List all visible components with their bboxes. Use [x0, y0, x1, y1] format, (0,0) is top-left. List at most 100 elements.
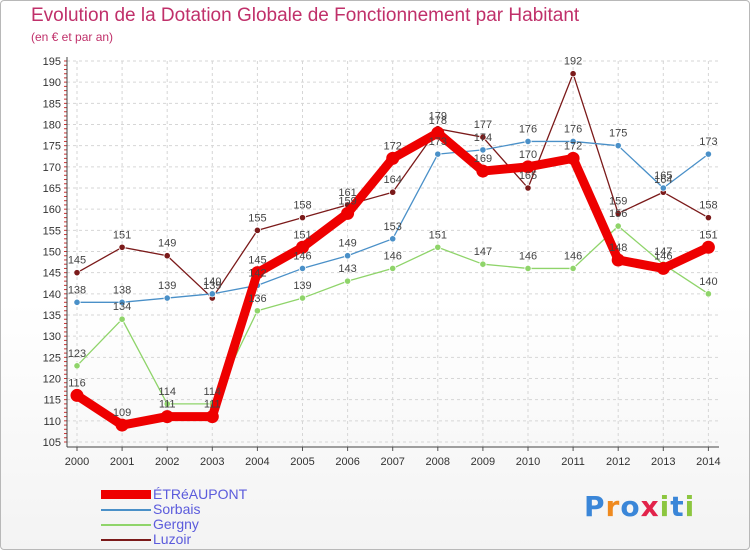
- y-tick-label: 165: [43, 183, 61, 195]
- data-label-sorbais: 142: [248, 267, 266, 279]
- data-label-traupont: 170: [519, 149, 537, 161]
- data-point-luzoir: [118, 243, 126, 251]
- data-point-sorbais: [524, 137, 532, 146]
- data-label-gergny: 123: [68, 348, 86, 360]
- data-label-gergny: 146: [384, 250, 402, 262]
- legend-swatch-etreaupont: [101, 490, 151, 499]
- data-point-sorbais: [208, 290, 216, 298]
- data-point-traupont: [701, 240, 715, 254]
- legend-label-sorbais: Sorbais: [153, 501, 201, 517]
- chart-subtitle: (en € et par an): [31, 30, 114, 44]
- y-tick-label: 140: [43, 289, 61, 301]
- legend-swatch-sorbais: [101, 509, 151, 511]
- data-label-traupont: 109: [113, 407, 131, 419]
- data-label-sorbais: 139: [158, 280, 176, 292]
- data-point-luzoir: [389, 188, 397, 196]
- proxiti-logo: Proxiti: [584, 490, 695, 523]
- y-tick-label: 180: [43, 120, 61, 132]
- data-point-sorbais: [704, 150, 713, 158]
- data-point-gergny: [614, 222, 622, 230]
- data-point-sorbais: [73, 298, 81, 306]
- y-tick-label: 125: [43, 352, 61, 364]
- x-tick-label: 2003: [200, 456, 224, 468]
- data-label-gergny: 146: [564, 250, 582, 262]
- data-point-traupont: [476, 164, 490, 178]
- data-point-gergny: [253, 307, 261, 315]
- data-point-gergny: [73, 362, 81, 370]
- data-label-traupont: 159: [338, 195, 356, 207]
- data-point-sorbais: [343, 252, 352, 260]
- data-point-traupont: [521, 160, 535, 174]
- data-label-traupont: 111: [204, 399, 221, 411]
- data-point-traupont: [566, 151, 580, 165]
- data-point-traupont: [160, 410, 174, 424]
- data-label-gergny: 139: [293, 280, 311, 292]
- data-label-traupont: 172: [384, 140, 402, 152]
- y-tick-label: 110: [43, 416, 61, 428]
- logo-letter: P: [584, 490, 606, 523]
- x-tick-label: 2007: [380, 456, 404, 468]
- data-label-luzoir: 139: [203, 280, 221, 292]
- data-point-sorbais: [163, 294, 171, 302]
- data-point-gergny: [569, 264, 577, 273]
- data-point-traupont: [205, 410, 219, 424]
- data-point-luzoir: [253, 226, 261, 234]
- data-label-sorbais: 153: [384, 221, 402, 233]
- data-label-gergny: 134: [113, 301, 131, 313]
- data-point-luzoir: [73, 269, 81, 277]
- data-label-luzoir: 164: [384, 174, 402, 186]
- data-point-gergny: [389, 264, 397, 273]
- data-point-traupont: [386, 151, 400, 165]
- data-label-sorbais: 176: [564, 123, 582, 135]
- y-tick-label: 160: [43, 204, 61, 216]
- data-label-sorbais: 176: [519, 123, 537, 135]
- data-point-luzoir: [524, 184, 532, 192]
- grid-lines: [67, 60, 719, 447]
- y-tick-label: 155: [43, 225, 61, 237]
- data-label-gergny: 140: [699, 276, 717, 288]
- data-label-sorbais: 146: [293, 250, 311, 262]
- x-tick-label: 2012: [606, 456, 630, 468]
- data-point-gergny: [524, 264, 532, 273]
- data-point-gergny: [704, 290, 713, 298]
- y-tick-label: 185: [43, 98, 61, 110]
- data-label-sorbais: 174: [474, 132, 492, 144]
- data-point-sorbais: [118, 298, 126, 306]
- logo-letter: t: [670, 490, 685, 523]
- data-point-sorbais: [298, 264, 307, 273]
- y-tick-label: 150: [43, 247, 61, 259]
- series-lines: [70, 70, 715, 432]
- chart-title: Evolution de la Dotation Globale de Fonc…: [31, 5, 580, 26]
- data-label-gergny: 136: [248, 293, 266, 305]
- data-point-sorbais: [614, 142, 622, 150]
- data-point-sorbais: [479, 146, 487, 154]
- data-point-traupont: [250, 266, 264, 280]
- x-tick-label: 2001: [110, 456, 134, 468]
- data-label-gergny: 147: [654, 246, 672, 258]
- data-point-traupont: [431, 126, 445, 140]
- legend-label-etreaupont: ÉTRéAUPONT: [153, 486, 248, 502]
- data-label-traupont: 145: [248, 255, 266, 267]
- x-tick-label: 2010: [516, 456, 540, 468]
- x-tick-label: 2008: [426, 456, 450, 468]
- x-tick-label: 2009: [471, 456, 495, 468]
- data-label-luzoir: 158: [293, 200, 311, 212]
- data-point-sorbais: [389, 235, 397, 243]
- data-labels: 116 109 111 111 145 151 159 172 178 169 170 172 148 1…: [68, 56, 718, 419]
- data-label-traupont: 151: [699, 229, 717, 241]
- data-point-sorbais: [434, 150, 442, 158]
- data-label-gergny: 114: [158, 386, 176, 398]
- data-label-sorbais: 138: [113, 284, 131, 296]
- y-tick-label: 105: [43, 437, 61, 449]
- data-point-traupont: [296, 240, 309, 254]
- data-point-sorbais: [569, 137, 577, 146]
- y-tick-label: 195: [43, 56, 61, 68]
- data-label-gergny: 114: [204, 386, 222, 398]
- data-label-luzoir: 192: [564, 56, 582, 68]
- y-tick-label: 130: [43, 331, 61, 343]
- data-label-sorbais: 149: [338, 238, 356, 250]
- data-point-luzoir: [704, 214, 713, 222]
- data-point-luzoir: [163, 252, 171, 260]
